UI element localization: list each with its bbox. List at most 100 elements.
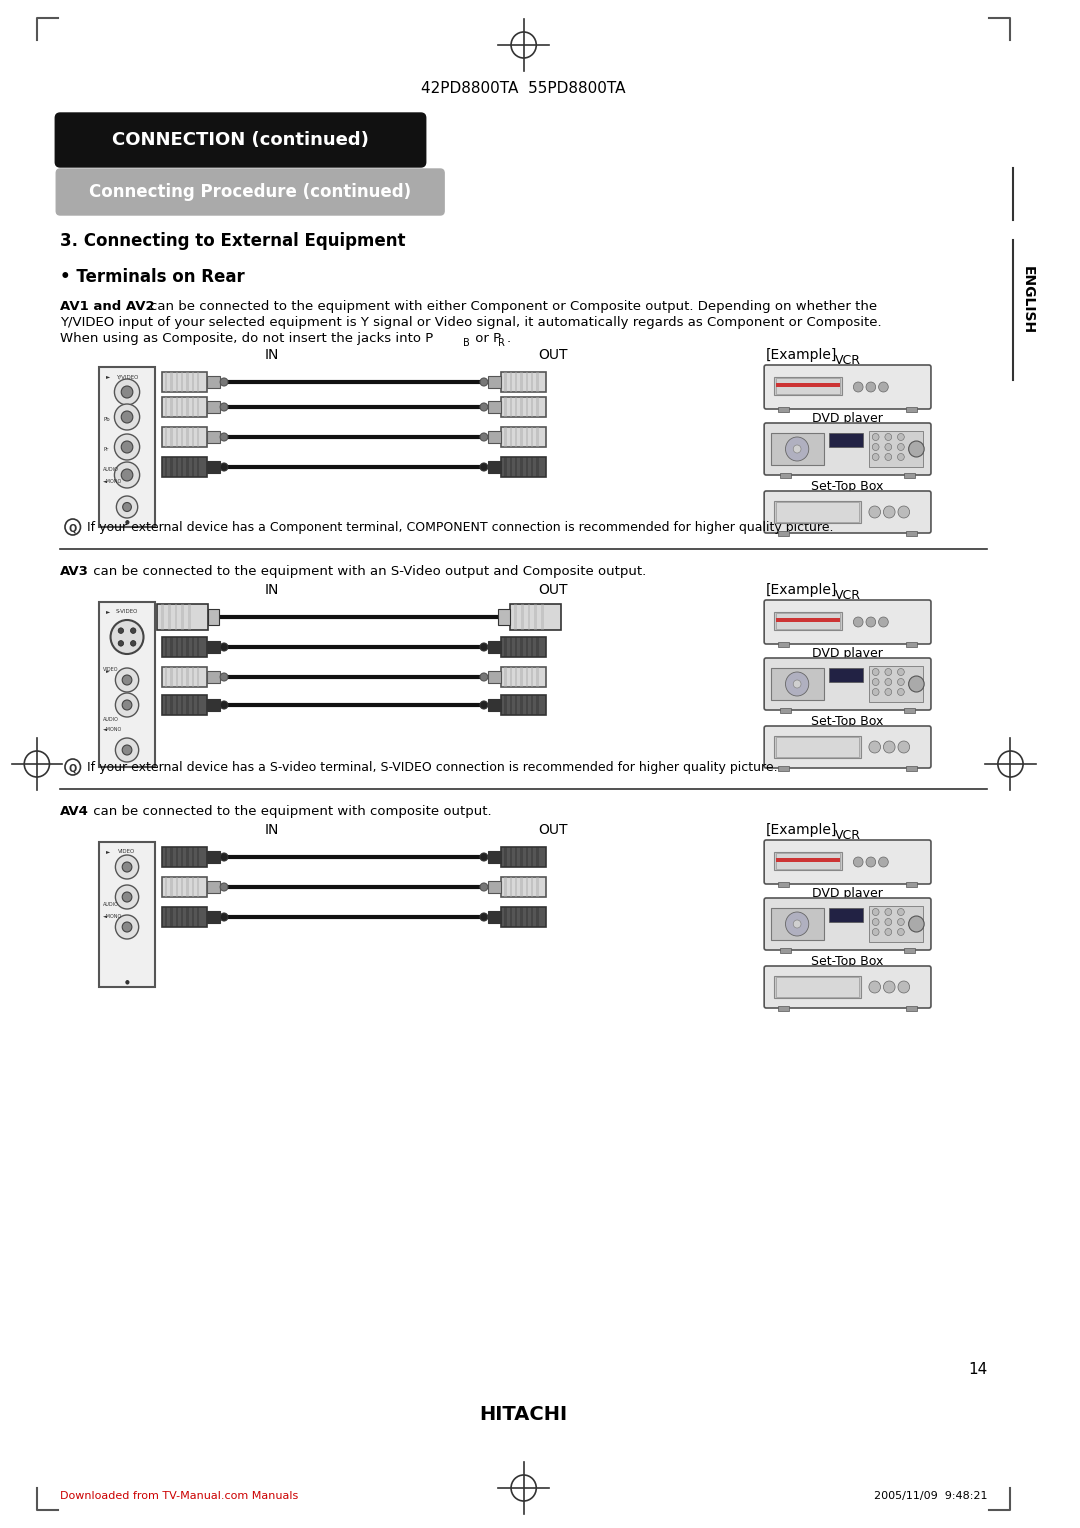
Bar: [180, 847, 184, 866]
Bar: [778, 532, 789, 536]
Text: Q: Q: [69, 762, 77, 773]
Bar: [165, 877, 167, 897]
Circle shape: [116, 885, 138, 909]
Bar: [175, 604, 177, 630]
Bar: [775, 859, 840, 862]
Bar: [197, 457, 200, 477]
Circle shape: [897, 454, 904, 460]
FancyBboxPatch shape: [56, 170, 444, 215]
Bar: [186, 426, 189, 448]
Bar: [176, 637, 178, 657]
Bar: [191, 668, 194, 688]
Bar: [510, 877, 512, 897]
Circle shape: [123, 503, 132, 512]
Bar: [526, 637, 528, 657]
Circle shape: [122, 700, 132, 711]
Bar: [526, 877, 528, 897]
Circle shape: [879, 857, 888, 866]
Bar: [165, 695, 167, 715]
Circle shape: [480, 463, 488, 471]
Circle shape: [118, 628, 123, 634]
Text: Pb: Pb: [104, 417, 110, 422]
Bar: [774, 613, 841, 630]
FancyBboxPatch shape: [765, 966, 931, 1008]
Circle shape: [897, 506, 909, 518]
Bar: [186, 877, 189, 897]
Bar: [180, 457, 184, 477]
Circle shape: [873, 678, 879, 686]
Bar: [186, 847, 189, 866]
Bar: [176, 397, 178, 417]
Bar: [488, 461, 501, 474]
Text: 3. Connecting to External Equipment: 3. Connecting to External Equipment: [60, 232, 406, 251]
Bar: [191, 695, 194, 715]
Text: If your external device has a Component terminal, COMPONENT connection is recomm: If your external device has a Component …: [87, 521, 834, 533]
Text: ►: ►: [106, 374, 110, 379]
Circle shape: [121, 411, 133, 423]
Bar: [191, 877, 194, 897]
Text: AUDIO: AUDIO: [103, 902, 119, 908]
Bar: [771, 668, 824, 700]
Text: Connecting Procedure (continued): Connecting Procedure (continued): [90, 183, 411, 202]
Bar: [504, 371, 507, 393]
Text: IN: IN: [265, 584, 279, 597]
Circle shape: [897, 929, 904, 935]
Text: VIDEO: VIDEO: [103, 668, 119, 672]
Bar: [206, 671, 220, 683]
Bar: [537, 847, 539, 866]
Circle shape: [897, 443, 904, 451]
Text: can be connected to the equipment with either Component or Composite output. Dep: can be connected to the equipment with e…: [150, 299, 877, 313]
Bar: [775, 613, 840, 630]
Circle shape: [883, 741, 895, 753]
Circle shape: [131, 640, 136, 646]
Bar: [504, 847, 507, 866]
Circle shape: [121, 387, 133, 397]
Bar: [504, 397, 507, 417]
Bar: [510, 637, 512, 657]
Bar: [510, 908, 512, 927]
Bar: [501, 695, 546, 715]
Circle shape: [117, 497, 138, 518]
Text: Q: Q: [69, 523, 77, 533]
Bar: [531, 426, 534, 448]
Bar: [206, 882, 220, 892]
Bar: [774, 853, 841, 869]
Bar: [501, 847, 546, 866]
Bar: [206, 400, 220, 413]
Text: AV4: AV4: [60, 805, 89, 817]
Circle shape: [480, 403, 488, 411]
Circle shape: [122, 892, 132, 902]
Text: ►: ►: [106, 669, 109, 674]
Bar: [531, 371, 534, 393]
Bar: [191, 457, 194, 477]
Bar: [186, 457, 189, 477]
Circle shape: [885, 669, 892, 675]
Bar: [171, 847, 173, 866]
Text: ◄MONO: ◄MONO: [103, 727, 122, 732]
Bar: [188, 604, 191, 630]
Bar: [207, 610, 219, 625]
Bar: [775, 853, 840, 869]
Bar: [829, 908, 863, 921]
Bar: [780, 947, 792, 953]
FancyBboxPatch shape: [765, 601, 931, 643]
Circle shape: [480, 701, 488, 709]
Circle shape: [897, 678, 904, 686]
Bar: [180, 668, 184, 688]
Circle shape: [869, 981, 880, 993]
Bar: [526, 847, 528, 866]
Text: • Terminals on Rear: • Terminals on Rear: [60, 267, 245, 286]
Bar: [869, 666, 923, 701]
Bar: [778, 882, 789, 886]
Bar: [521, 847, 523, 866]
Bar: [775, 976, 860, 996]
Circle shape: [114, 403, 139, 429]
Bar: [171, 637, 173, 657]
Bar: [537, 457, 539, 477]
Bar: [531, 637, 534, 657]
Bar: [778, 406, 789, 413]
Bar: [176, 847, 178, 866]
Bar: [176, 877, 178, 897]
Bar: [488, 400, 501, 413]
Bar: [515, 457, 517, 477]
